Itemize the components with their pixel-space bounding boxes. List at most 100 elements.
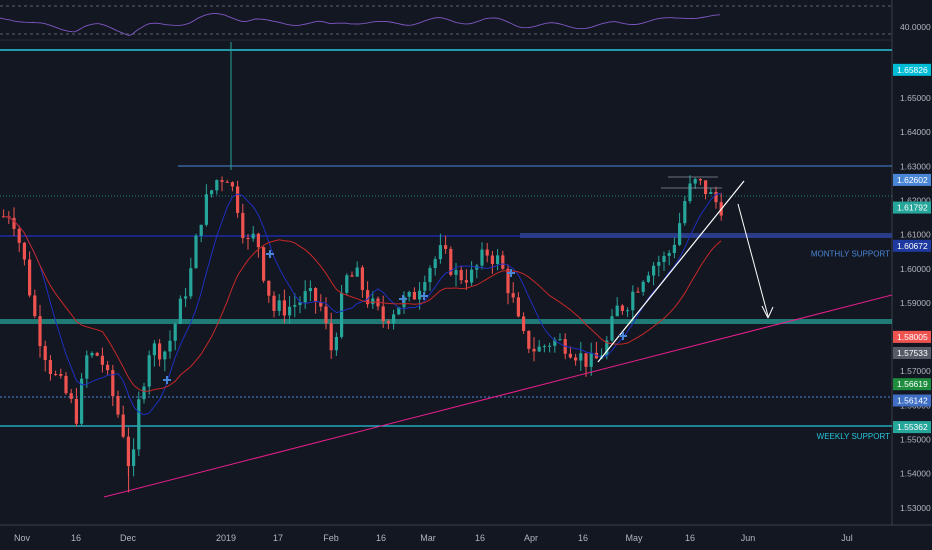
drawings — [103, 176, 893, 498]
candle-up — [371, 298, 375, 305]
monthly-support-zone[interactable] — [520, 233, 892, 238]
candle-down — [282, 300, 286, 316]
candle-down — [33, 295, 37, 317]
candle-up — [646, 275, 650, 282]
candle-up — [199, 224, 203, 236]
candle-down — [324, 306, 328, 324]
indicator-tick-label: 40.0000 — [900, 22, 931, 32]
candle-up — [667, 253, 671, 256]
candle-up — [308, 288, 312, 292]
candle-down — [636, 291, 640, 293]
price-label-box — [893, 421, 931, 434]
price-label-text: 1.56619 — [897, 379, 928, 389]
candle-up — [428, 268, 432, 283]
candle-up — [184, 296, 188, 299]
candle-up — [137, 399, 141, 450]
candle-down — [43, 346, 47, 361]
candle-up — [194, 235, 198, 269]
price-tick-label: 1.64000 — [900, 127, 931, 137]
price-label-text: 1.61792 — [897, 203, 928, 213]
price-tick-label: 1.53000 — [900, 503, 931, 513]
price-tick-label: 1.54000 — [900, 469, 931, 479]
time-tick-label: Apr — [524, 533, 538, 543]
candle-up — [589, 352, 593, 367]
candle-down — [574, 357, 578, 361]
candle-down — [111, 370, 115, 397]
candle-up — [168, 340, 172, 352]
short-term-trendline[interactable] — [597, 180, 745, 363]
candle-up — [334, 336, 338, 351]
price-tick-label: 1.61000 — [900, 230, 931, 240]
candle-down — [59, 374, 63, 376]
candle-up — [90, 352, 94, 356]
signal-cross-icon — [420, 292, 428, 300]
projection-arrow-head — [761, 305, 774, 319]
long-term-trendline[interactable] — [103, 294, 893, 498]
candle-down — [485, 249, 489, 256]
candle-down — [366, 290, 370, 305]
candle-down — [444, 245, 448, 249]
candle-up — [85, 355, 89, 379]
candle-up — [142, 386, 146, 400]
candle-up — [189, 268, 193, 297]
candle-up — [626, 310, 630, 312]
candle-up — [204, 194, 208, 225]
signal-cross-icon — [266, 250, 274, 258]
price-label-box — [893, 378, 931, 391]
price-label-box — [893, 63, 931, 76]
price-tick-label: 1.63000 — [900, 161, 931, 171]
projection-arrow-shaft[interactable] — [737, 203, 769, 317]
candle-up — [407, 291, 411, 297]
candle-up — [210, 190, 214, 195]
candle-down — [241, 212, 245, 239]
candle-up — [433, 259, 437, 269]
time-tick-label: May — [625, 533, 643, 543]
candle-up — [173, 323, 177, 341]
price-label-text: 1.55362 — [897, 422, 928, 432]
price-label-box — [893, 394, 931, 407]
candle-up — [678, 223, 682, 245]
candle-down — [126, 436, 130, 467]
time-tick-label: Jul — [841, 533, 853, 543]
candle-up — [152, 343, 156, 356]
price-label-box — [893, 239, 931, 252]
candle-down — [225, 181, 229, 183]
candle-up — [548, 345, 552, 347]
candle-down — [459, 270, 463, 281]
time-tick-label: 16 — [578, 533, 588, 543]
price-label-text: 1.56142 — [897, 395, 928, 405]
candle-down — [511, 293, 515, 298]
candle-down — [532, 348, 536, 352]
candle-down — [568, 353, 572, 358]
signal-cross-icon — [619, 332, 627, 340]
price-tick-label: 1.57000 — [900, 366, 931, 376]
candle-down — [17, 228, 21, 243]
price-tick-label: 1.55000 — [900, 434, 931, 444]
price-tick-label: 1.60000 — [900, 264, 931, 274]
candle-down — [22, 242, 26, 260]
time-tick-label: 16 — [71, 533, 81, 543]
candle-up — [615, 305, 619, 317]
price-label-text: 1.60672 — [897, 241, 928, 251]
candle-down — [698, 178, 702, 181]
key-support-zone[interactable] — [0, 319, 892, 324]
oscillator-panel — [0, 13, 721, 36]
candle-down — [106, 364, 110, 371]
candle-down — [314, 288, 318, 303]
price-tick-label: 1.62000 — [900, 195, 931, 205]
price-label-text: 1.65826 — [897, 65, 928, 75]
time-tick-label: Mar — [420, 533, 436, 543]
candle-down — [464, 280, 468, 283]
candle-up — [470, 269, 474, 283]
candle-down — [506, 268, 510, 294]
candle-down — [48, 360, 52, 375]
price-label-text: 1.58005 — [897, 332, 928, 342]
signal-cross-icon — [507, 269, 515, 277]
candle-up — [147, 355, 151, 387]
price-tick-label: 1.59000 — [900, 298, 931, 308]
price-label-box — [893, 346, 931, 359]
support-annotation: MONTHLY SUPPORT — [811, 249, 890, 258]
candle-down — [490, 255, 494, 264]
candle-down — [620, 305, 624, 311]
